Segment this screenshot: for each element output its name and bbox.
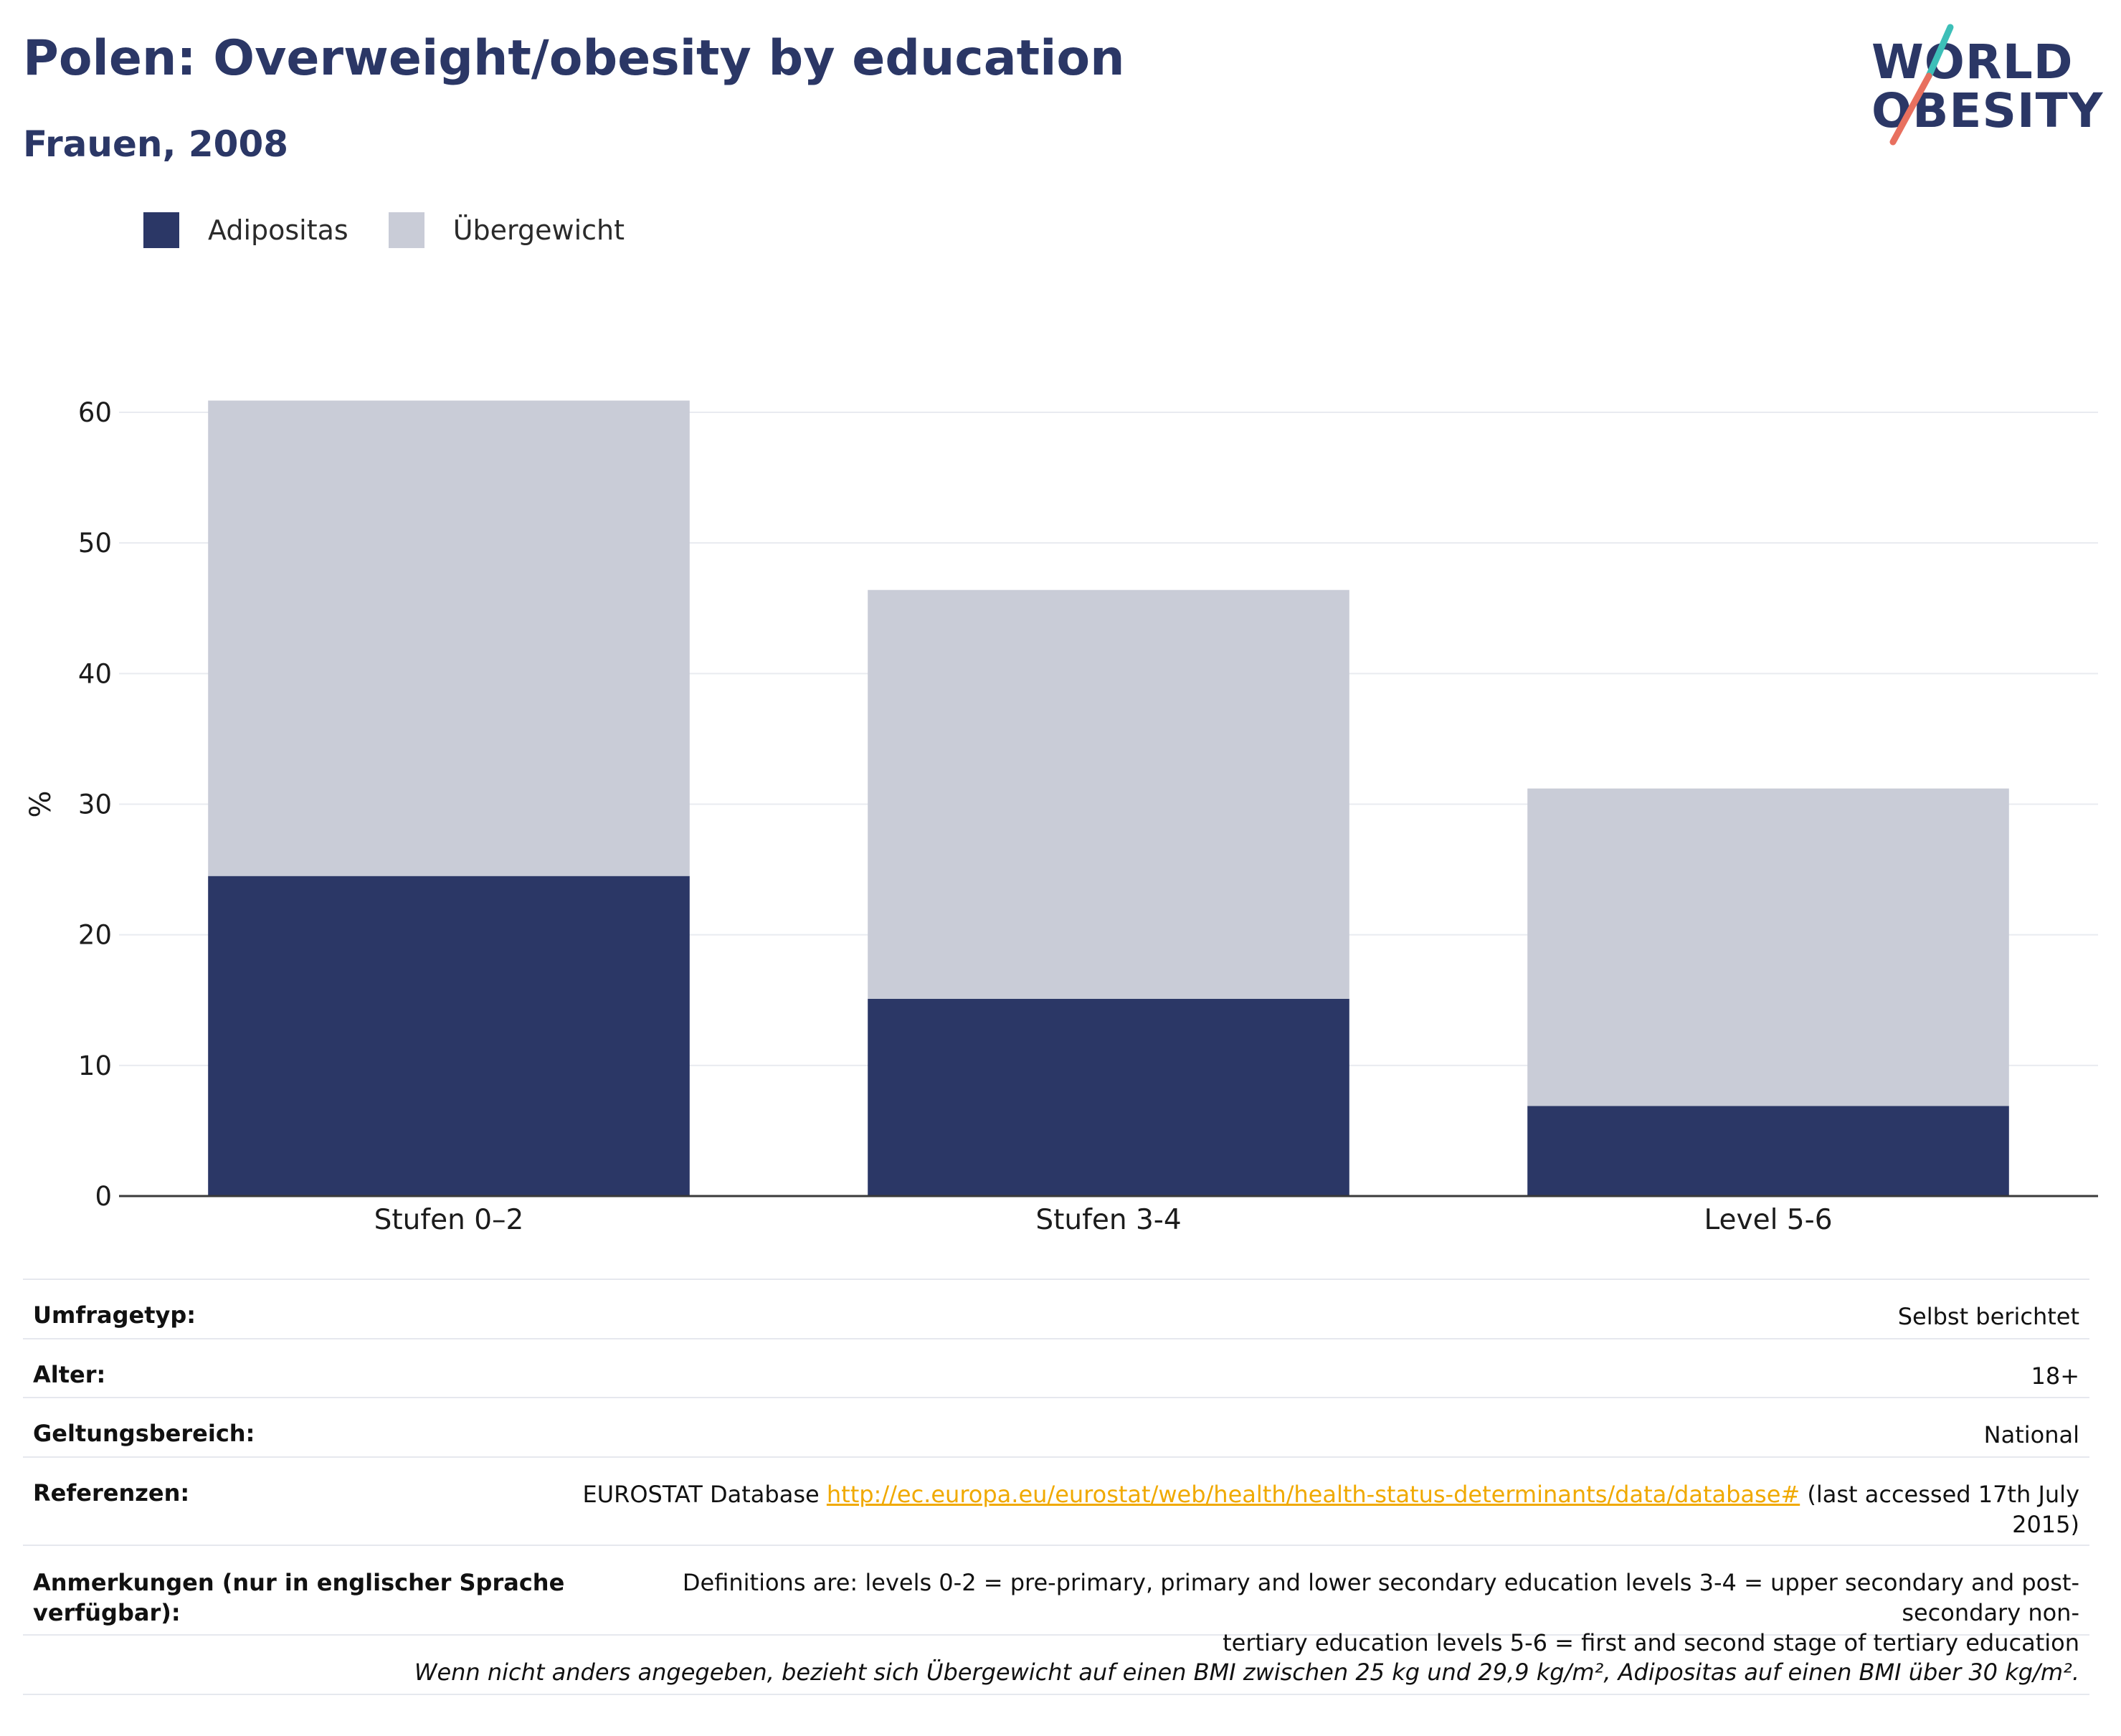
meta-row-scope: Geltungsbereich: National: [23, 1397, 2089, 1456]
metadata-table: Umfragetyp: Selbst berichtet Alter: 18+ …: [23, 1279, 2089, 1695]
notes-value-line2: tertiary education levels 5-6 = first an…: [1223, 1629, 2079, 1656]
chart-legend: Adipositas Übergewicht: [143, 212, 665, 248]
y-tick-label: 60: [78, 397, 112, 428]
bar-overweight: [1527, 788, 2009, 1106]
meta-value-references: EUROSTAT Database http://ec.europa.eu/eu…: [582, 1479, 2079, 1540]
y-tick-label: 10: [78, 1050, 112, 1081]
x-tick-label: Stufen 3-4: [1035, 1204, 1181, 1236]
references-suffix: (last accessed 17th July: [1807, 1481, 2079, 1508]
bar-obesity: [208, 876, 690, 1196]
y-axis-label: %: [24, 790, 57, 817]
bar-overweight: [208, 400, 690, 876]
meta-row-survey: Umfragetyp: Selbst berichtet: [23, 1279, 2089, 1338]
meta-row-references: Referenzen: EUROSTAT Database http://ec.…: [23, 1456, 2089, 1545]
references-link[interactable]: http://ec.europa.eu/eurostat/web/health/…: [826, 1481, 1800, 1508]
bar-obesity: [868, 998, 1349, 1196]
meta-row-footnote: Wenn nicht anders angegeben, bezieht sic…: [23, 1634, 2089, 1695]
logo-word-world: WORLD: [1871, 34, 2074, 90]
bmi-footnote: Wenn nicht anders angegeben, bezieht sic…: [414, 1659, 2079, 1686]
y-tick-label: 50: [78, 528, 112, 559]
chart-subtitle: Frauen, 2008: [23, 123, 289, 165]
y-tick-label: 30: [78, 789, 112, 820]
meta-value-scope: National: [1983, 1421, 2079, 1448]
legend-swatch-overweight: [388, 212, 424, 248]
notes-label-line2: verfügbar):: [33, 1599, 181, 1626]
references-prefix: EUROSTAT Database: [582, 1481, 820, 1508]
bar-obesity: [1527, 1106, 2009, 1196]
legend-item-overweight[interactable]: Übergewicht: [388, 212, 625, 248]
legend-label-overweight: Übergewicht: [452, 214, 625, 246]
y-tick-label: 40: [78, 658, 112, 689]
y-tick-label: 20: [78, 920, 112, 951]
x-tick-label: Level 5-6: [1704, 1204, 1832, 1236]
legend-swatch-obesity: [143, 212, 179, 248]
y-tick-label: 0: [95, 1181, 112, 1212]
stacked-bar-chart: 0 10 20 30 40 50 60 Stufen 0–2 Stufen 3-4 Level 5…: [24, 397, 2098, 1236]
legend-item-obesity[interactable]: Adipositas: [143, 212, 348, 248]
x-tick-label: Stufen 0–2: [374, 1204, 524, 1236]
logo-slash-icon: [1889, 24, 1954, 146]
references-suffix-2: 2015): [2012, 1511, 2079, 1538]
meta-value-notes: Definitions are: levels 0-2 = pre-primar…: [564, 1567, 2079, 1658]
notes-value-line1: Definitions are: levels 0-2 = pre-primar…: [682, 1569, 2079, 1626]
meta-label-notes: Anmerkungen (nur in englischer Sprache v…: [33, 1567, 564, 1628]
meta-label-scope: Geltungsbereich:: [33, 1420, 255, 1447]
bar-overweight: [868, 589, 1349, 999]
meta-row-notes: Anmerkungen (nur in englischer Sprache v…: [23, 1545, 2089, 1656]
chart-title: Polen: Overweight/obesity by education: [23, 30, 1125, 87]
meta-label-references: Referenzen:: [33, 1479, 190, 1507]
meta-value-age: 18+: [2031, 1362, 2079, 1390]
meta-label-age: Alter:: [33, 1361, 106, 1388]
meta-value-survey: Selbst berichtet: [1897, 1303, 2079, 1330]
legend-label-obesity: Adipositas: [208, 214, 348, 246]
meta-label-survey: Umfragetyp:: [33, 1301, 196, 1329]
world-obesity-logo: WORLD OBESITY: [1871, 20, 2102, 149]
notes-label-line1: Anmerkungen (nur in englischer Sprache: [33, 1569, 565, 1596]
meta-row-age: Alter: 18+: [23, 1338, 2089, 1397]
